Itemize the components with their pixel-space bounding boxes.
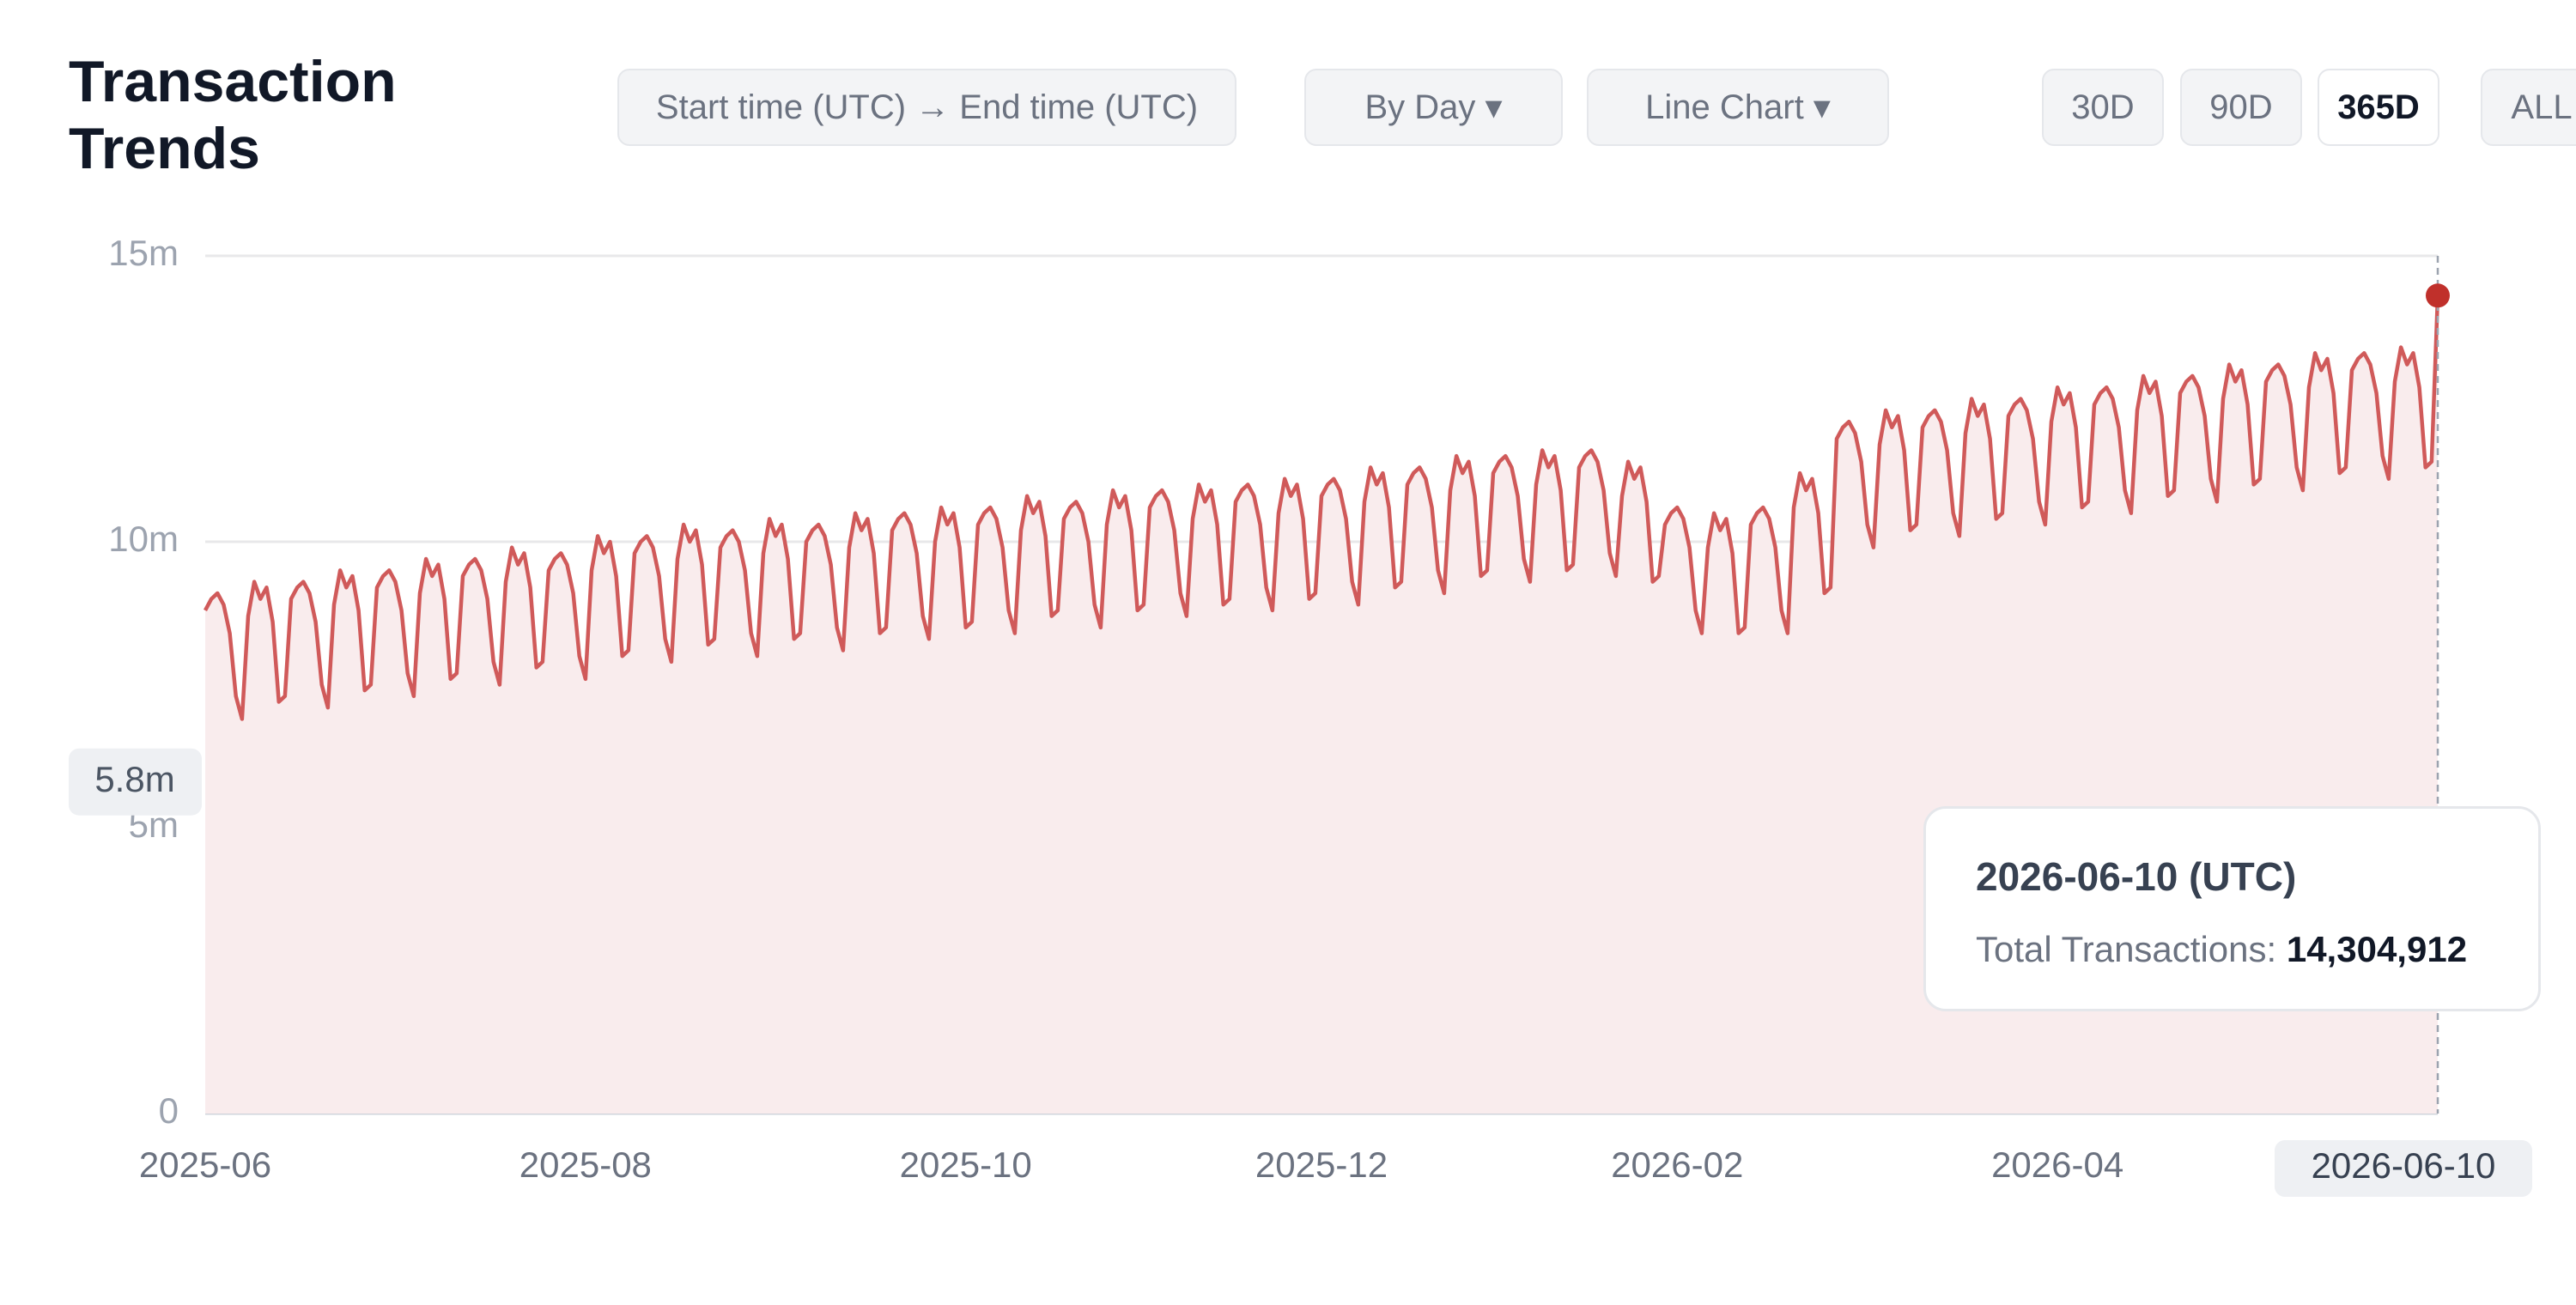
tooltip-row: Total Transactions: 14,304,912 — [1976, 929, 2538, 970]
tooltip-label: Total Transactions: — [1976, 929, 2277, 969]
y-tick-label: 10m — [108, 519, 179, 559]
x-tick-label: 2026-04 — [1991, 1144, 2123, 1185]
x-tick-label: 2025-12 — [1255, 1144, 1388, 1185]
period-button[interactable]: 90D — [2180, 69, 2302, 146]
granularity-dropdown[interactable]: By Day ▾ — [1304, 69, 1563, 146]
x-pointer-label: 2026-06-10 — [2312, 1145, 2496, 1186]
period-button[interactable]: 365D — [2318, 69, 2439, 146]
highlight-point — [2426, 283, 2450, 308]
time-range-picker[interactable]: Start time (UTC) → End time (UTC) — [617, 69, 1236, 146]
area — [205, 295, 2438, 1114]
page-title: Transaction Trends — [69, 49, 397, 181]
y-tick-label: 0 — [159, 1090, 179, 1131]
period-button[interactable]: ALL — [2481, 69, 2576, 146]
period-button[interactable]: 30D — [2042, 69, 2164, 146]
y-pointer-box — [69, 748, 202, 816]
y-pointer-label: 5.8m — [94, 759, 174, 799]
tooltip: 2026-06-10 (UTC) Total Transactions: 14,… — [1923, 806, 2541, 1011]
x-tick-label: 2025-08 — [519, 1144, 652, 1185]
line — [204, 295, 2440, 721]
chart-type-dropdown[interactable]: Line Chart ▾ — [1587, 69, 1889, 146]
y-tick-label: 15m — [108, 233, 179, 273]
x-tick-label: 2025-10 — [900, 1144, 1032, 1185]
x-tick-label: 2025-06 — [139, 1144, 271, 1185]
tooltip-value: 14,304,912 — [2286, 929, 2468, 969]
x-tick-label: 2026-02 — [1611, 1144, 1743, 1185]
tooltip-date: 2026-06-10 (UTC) — [1976, 854, 2297, 899]
x-pointer-box — [2275, 1140, 2532, 1197]
